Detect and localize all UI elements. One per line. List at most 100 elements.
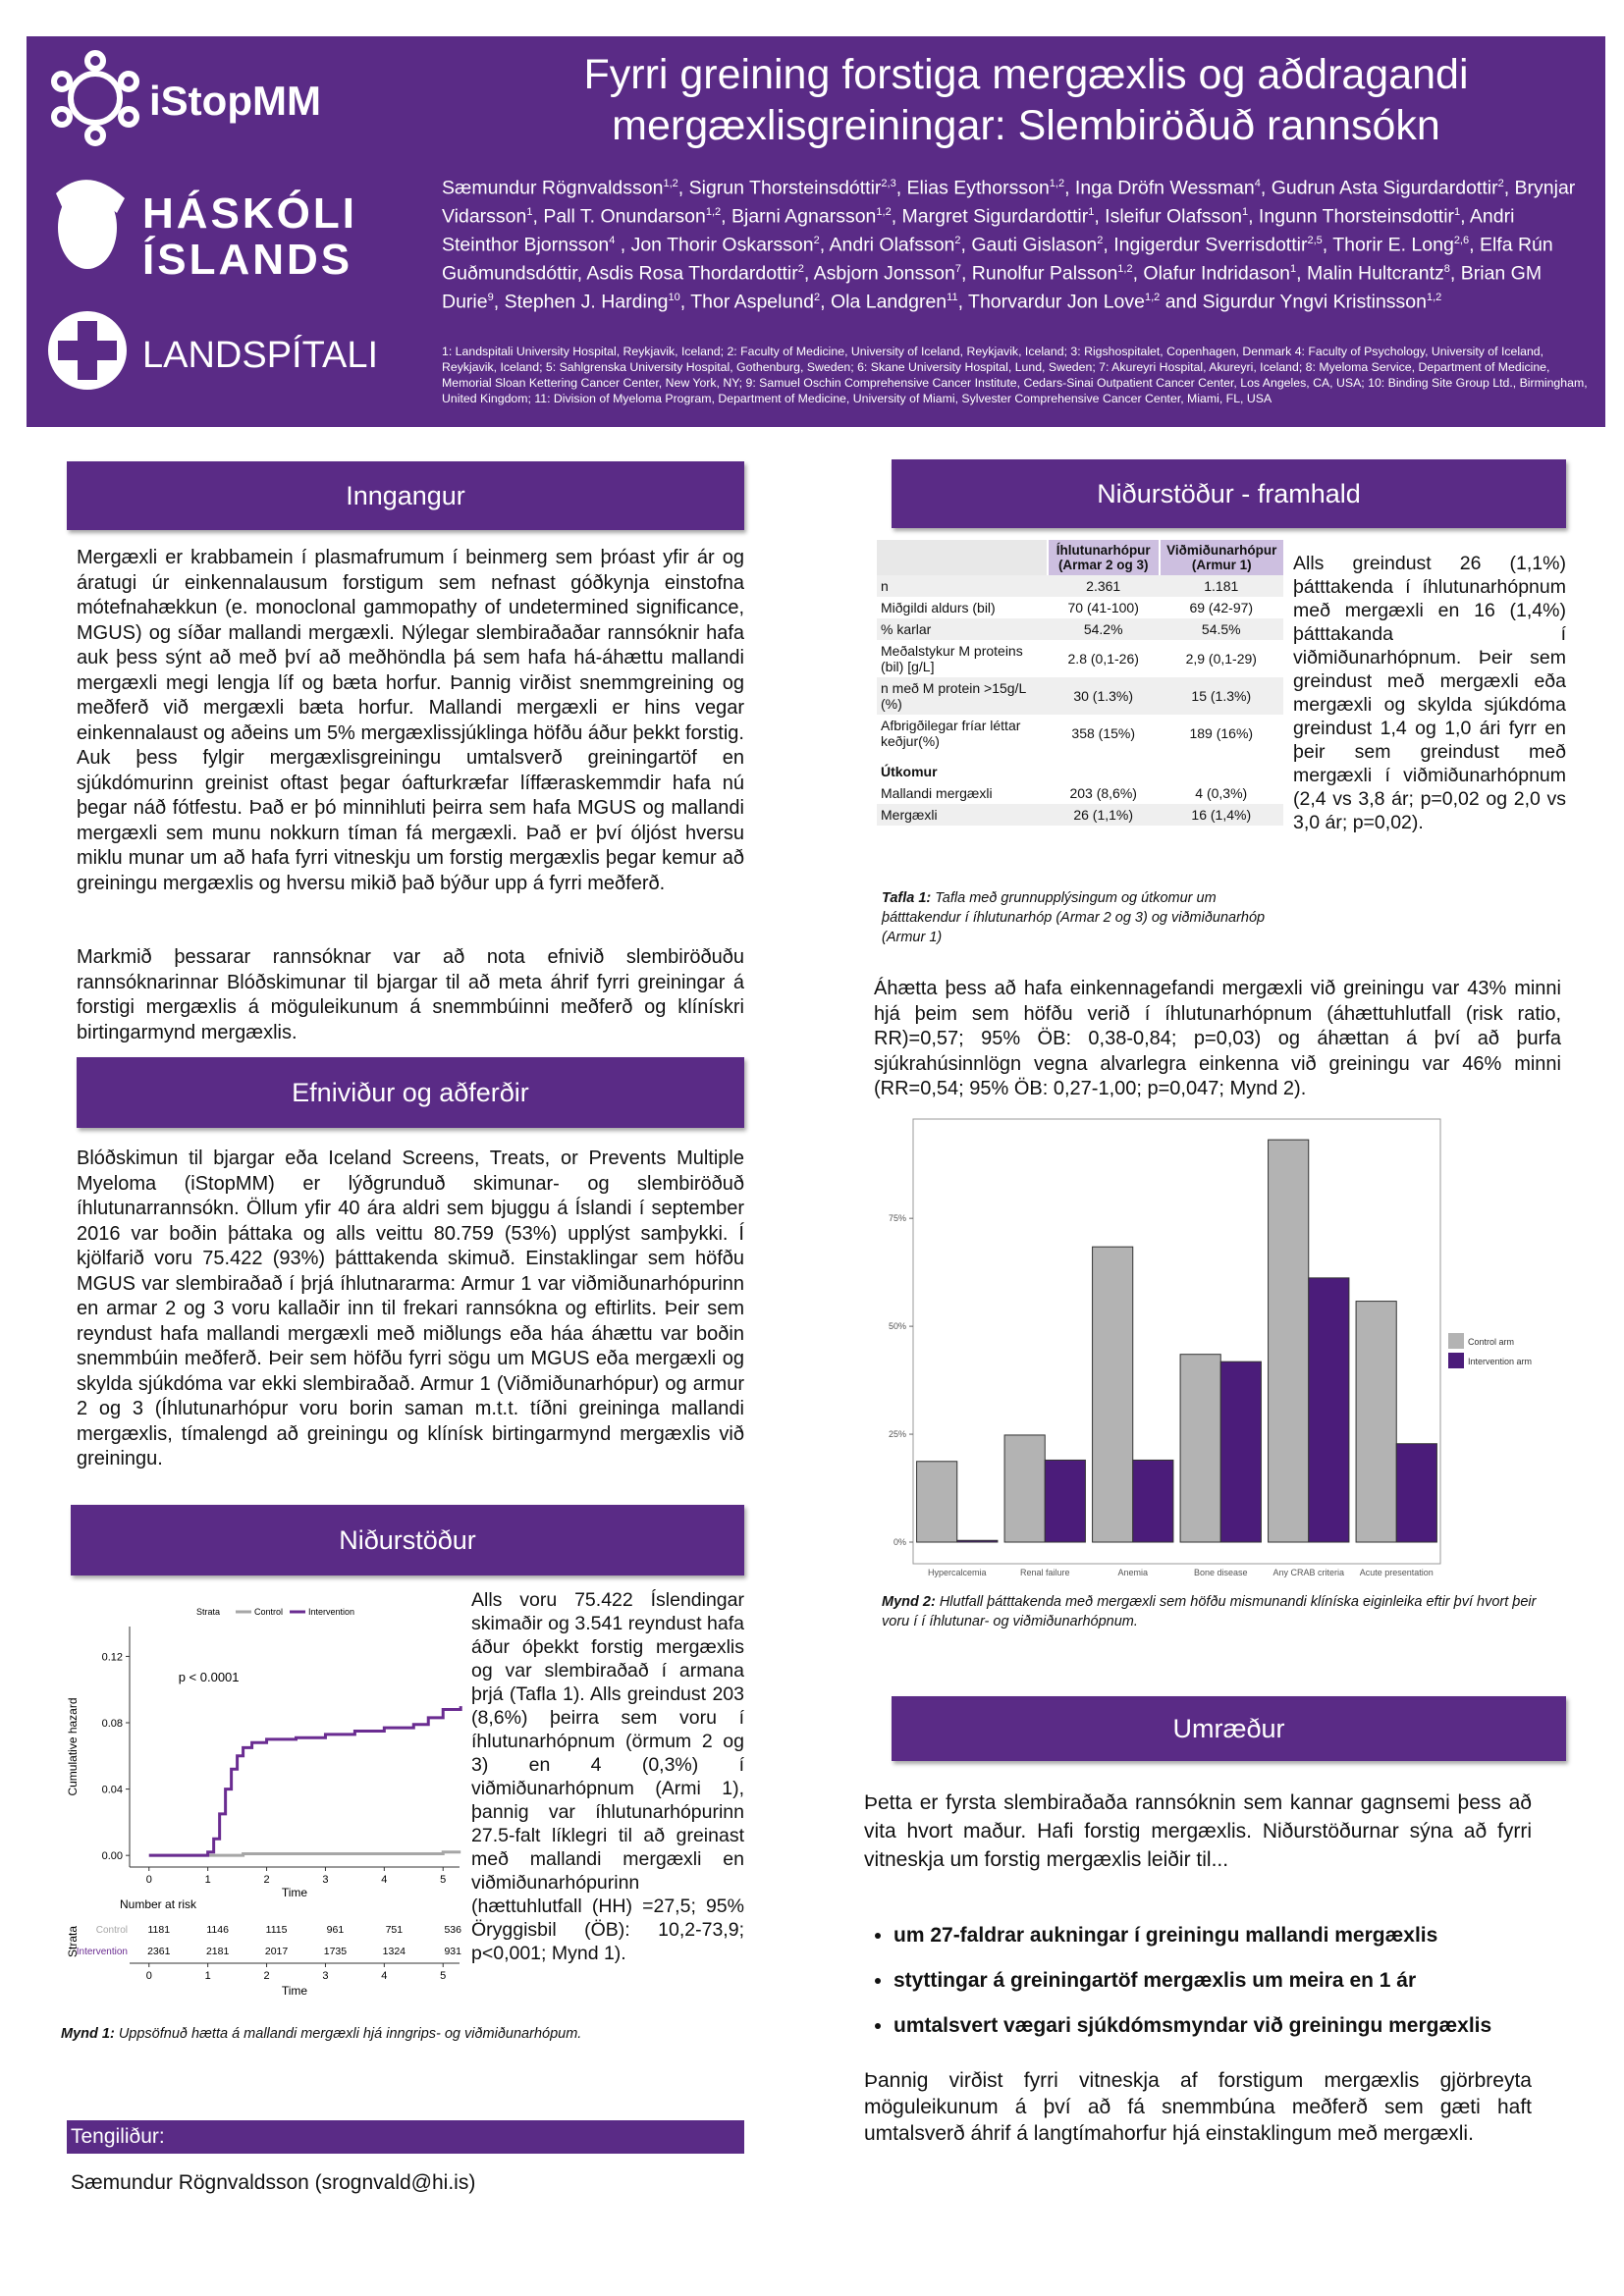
author-affiliation: 1 — [1290, 263, 1297, 275]
legend-swatch — [1448, 1333, 1464, 1349]
x-tick-label: Any CRAB criteria — [1272, 1568, 1344, 1577]
risk-table-strata: Strata — [66, 1926, 80, 1957]
hazard-line — [148, 1850, 461, 1857]
caption-text: Uppsöfnuð hætta á mallandi mergæxli hjá … — [118, 2026, 582, 2042]
contact-heading: Tengiliður: — [67, 2120, 744, 2154]
author-name: , Inga Dröfn Wessman — [1064, 177, 1255, 199]
author-affiliation: 7 — [954, 263, 961, 275]
author-name: , Andri Olafsson — [819, 234, 955, 256]
caption-label: Tafla 1: — [882, 890, 932, 906]
risk-count: 751 — [386, 1924, 404, 1936]
risk-row-label: Intervention — [77, 1947, 128, 1957]
y-tick-label: 0.04 — [102, 1785, 123, 1796]
author-name: , Bjarni Agnarsson — [721, 205, 877, 228]
contact-text: Sæmundur Rögnvaldsson (srognvald@hi.is) — [71, 2171, 476, 2194]
author-name: , Gudrun Asta Sigurdardottir — [1260, 177, 1498, 199]
risk-count: 2361 — [147, 1946, 171, 1957]
risk-count: 536 — [444, 1924, 461, 1936]
x-tick-label: 4 — [381, 1874, 387, 1886]
risk-count: 1181 — [147, 1924, 170, 1936]
bullet: umtalsvert vægari sjúkdómsmyndar við gre… — [893, 2014, 1581, 2038]
risk-x-tick-label: 0 — [146, 1970, 152, 1982]
hospital-cross — [48, 311, 127, 390]
author-name: , Elias Eythorsson — [895, 177, 1050, 199]
author-affiliation: 1,2 — [1427, 292, 1442, 303]
bar — [1132, 1459, 1174, 1543]
icon-node — [118, 106, 139, 128]
cross-bar — [58, 341, 117, 360]
hazard-chart: 0.00 0.04 0.08 0.12 0 1 2 3 4 5 Time Cumulative haz… — [66, 1607, 462, 1998]
risk-count: 1115 — [266, 1924, 288, 1936]
table-cell: 4 (0,3%) — [1195, 785, 1248, 801]
y-tick-label: 0.08 — [102, 1718, 123, 1730]
hazard-line — [148, 1706, 462, 1857]
table-cell: 1.181 — [1159, 575, 1283, 597]
seal-helmet — [56, 180, 125, 213]
author-name: , Thor Aspelund — [679, 291, 814, 313]
risk-row-label: Control — [96, 1925, 128, 1936]
paragraph: Blóðskimun til bjargar eða Iceland Scree… — [77, 1148, 744, 1469]
author-affiliation: 9 — [487, 292, 494, 303]
university-seal — [56, 180, 125, 269]
author-affiliation: 10 — [668, 292, 680, 303]
author-affiliation: 2 — [954, 235, 961, 246]
paragraph: Þannig virðist fyrri vitneskja af forsti… — [864, 2069, 1532, 2145]
risk-x-tick-label: 5 — [440, 1970, 446, 1982]
author-name: , Ola Landgren — [820, 291, 947, 313]
author-name: Sæmundur Rögnvaldsson — [442, 177, 664, 199]
y-tick-label: 50% — [889, 1321, 906, 1331]
x-tick-label: Anemia — [1117, 1568, 1148, 1577]
figure-caption: Mynd 2: Hlutfall þátttakenda með mergæxl… — [882, 1592, 1559, 1631]
table-cell: 16 (1,4%) — [1159, 804, 1283, 826]
risk-x-tick-label: 3 — [322, 1970, 328, 1982]
risk-count: 961 — [327, 1924, 345, 1936]
table-caption: Tafla 1: Tafla með grunnupplýsingum og ú… — [882, 888, 1274, 947]
bar — [1308, 1277, 1350, 1543]
legend-title: Strata — [196, 1607, 220, 1617]
icon-ring — [68, 71, 123, 126]
author-name: , Sigrun Thorsteinsdóttir — [677, 177, 882, 199]
author-affiliation: 1 — [1088, 206, 1095, 218]
affiliations: 1: Landspitali University Hospital, Reyk… — [442, 345, 1588, 405]
x-tick-label: Acute presentation — [1360, 1568, 1434, 1577]
paragraph: Þetta er fyrsta slembiraðaða rannsóknin … — [864, 1791, 1532, 1871]
logos: iStopMM HÁSKÓLI ÍSLANDS LANDSPÍTALI — [48, 50, 378, 390]
istopmm-logo-text: iStopMM — [149, 78, 321, 124]
author-affiliation: 4 — [1254, 178, 1261, 189]
table-cell: Mergæxli — [877, 804, 1048, 826]
poster-title: Fyrri greining forstiga mergæxlis og aðd… — [583, 51, 1469, 149]
table-row: Mallandi mergæxli 203 (8,6%) 4 (0,3%) — [877, 782, 1283, 804]
author-affiliation: 2 — [813, 235, 820, 246]
section-heading: Inngangur — [67, 461, 744, 530]
risk-x-tick-label: 1 — [205, 1970, 211, 1982]
bar — [1355, 1301, 1397, 1543]
x-tick-label: 3 — [322, 1874, 328, 1886]
x-tick-label: 1 — [205, 1874, 211, 1886]
table-cell: Afbrigðilegar fríar léttar keðjur(%) — [881, 718, 1021, 749]
author-name: , Margret Sigurdardottir — [891, 205, 1089, 228]
author-affiliation: 2,5 — [1307, 235, 1323, 246]
risk-count: 1735 — [324, 1946, 348, 1957]
section-heading: Umræður — [892, 1696, 1566, 1761]
table-cell: 203 (8,6%) — [1069, 785, 1137, 801]
bar — [916, 1461, 958, 1543]
author-name: , Andri Steinthor Bjornsson — [442, 205, 1515, 256]
bar — [1219, 1361, 1262, 1543]
table-header-cell: Viðmiðunarhópur (Armur 1) — [1158, 540, 1283, 575]
hospital-logo-text: LANDSPÍTALI — [142, 334, 378, 376]
bar — [1092, 1246, 1134, 1543]
table-row: n með M protein >15g/L (%) 30 (1.3%) 15 (1… — [877, 677, 1283, 715]
bullet-list: um 27-faldrar aukningar í greiningu mall… — [864, 1924, 1581, 2059]
table-cell: 69 (42-97) — [1189, 600, 1254, 615]
x-tick-label: 5 — [440, 1874, 446, 1886]
table-cell: 2,9 (0,1-29) — [1185, 651, 1257, 667]
caption-text: Hlutfall þátttakenda með mergæxli sem hö… — [882, 1594, 1537, 1629]
author-name: , Asdis Rosa Thordardottir — [576, 262, 798, 285]
table-row: Miðgildi aldurs (bil) 70 (41-100) 69 (42-9… — [877, 597, 1283, 618]
author-name: , Pall T. Onundarson — [532, 205, 706, 228]
bar — [1044, 1459, 1086, 1543]
author-affiliation: 1,2 — [705, 206, 722, 218]
caption-text: Tafla með grunnupplýsingum og útkomur um… — [882, 890, 1266, 945]
table-cell: Mallandi mergæxli — [881, 785, 993, 801]
